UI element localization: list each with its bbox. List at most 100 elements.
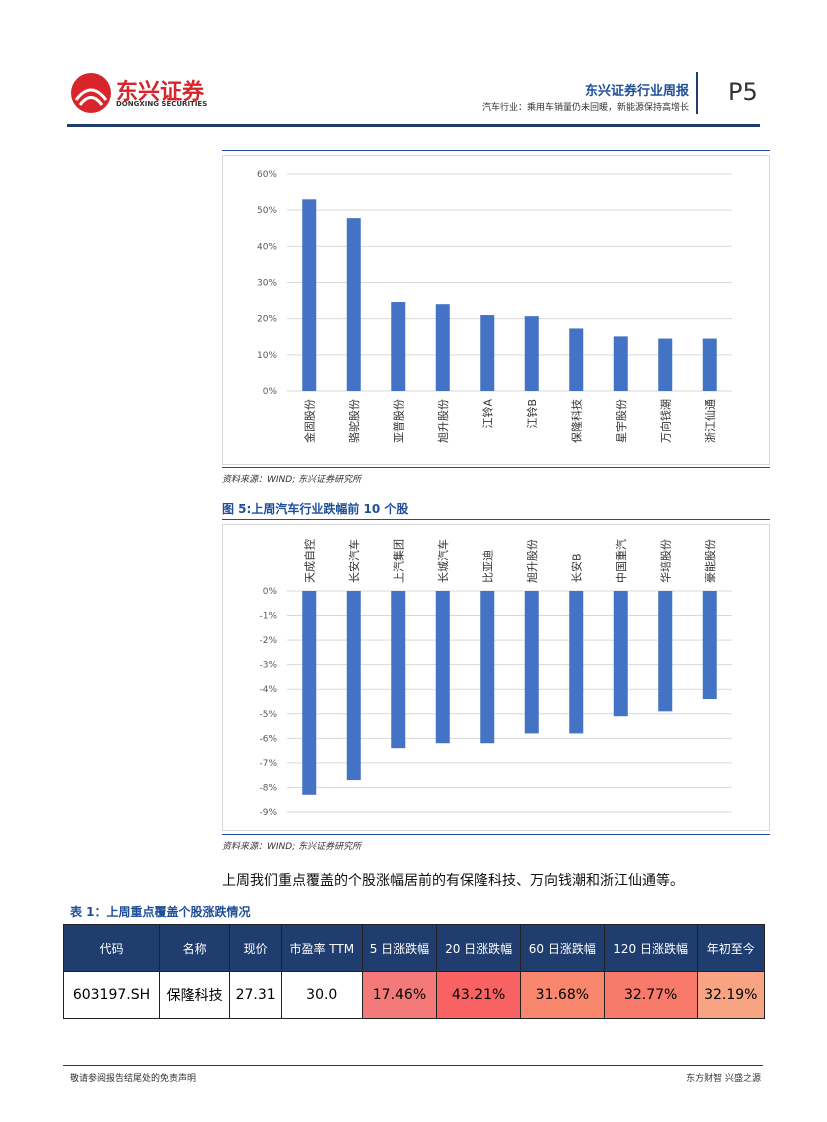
x-tick-label: 骆驼股份 [347,399,361,443]
table-cell: 保隆科技 [158,971,231,1019]
bar [702,591,717,700]
bar [391,302,406,391]
table-cell: 43.21% [436,971,521,1019]
bar [569,591,584,734]
report-subtitle: 汽车行业：乘用车销量仍未回暖，新能源保持高增长 [481,103,689,113]
bar [702,338,717,391]
y-tick-label: 0% [263,387,278,397]
table-cell: 27.31 [229,971,282,1019]
paragraph: 上周我们重点覆盖的个股涨幅居前的有保隆科技、万向钱潮和浙江仙通等。 [222,873,684,889]
x-tick-label: 旭升股份 [525,539,539,583]
chart: 0% 10% 20% 30% 40% 50% 60% 金固股份 骆驼股份 亚普股份 旭升股份 江铃A 江… [222,155,770,465]
x-tick-label: 万向钱潮 [658,399,672,443]
rule [222,519,770,520]
bar [435,591,450,744]
x-tick-label: 长安汽车 [347,539,361,583]
bar [346,218,361,391]
bar [658,591,673,712]
y-tick-label: 30% [257,279,277,289]
table-row: 603197.SH 保隆科技 27.31 30.0 17.46% 43.21% 31.68%… [63,971,766,1019]
bar [524,316,539,391]
table-cell: 20 日涨跌幅 [436,924,521,972]
rule [222,150,770,151]
footer-left: 敬请参阅报告结尾处的免责声明 [70,1074,197,1084]
x-tick-label: 豪能股份 [703,539,717,583]
page-number: P5 [728,78,758,106]
table-cell: 603197.SH [63,971,160,1019]
y-tick-label: -2% [259,636,277,646]
y-tick-label: 10% [257,351,277,361]
bar [346,591,361,781]
x-tick-label: 星宇股份 [615,399,628,443]
table-cell: 60 日涨跌幅 [519,924,605,972]
figure-title: 图 5:上周汽车行业跌幅前 10 个股 [222,502,409,516]
source: 资料来源：WIND; 东兴证券研究所 [222,475,362,485]
header-rule [67,124,760,127]
chart-border [222,524,770,831]
x-tick-label: 长安B [569,553,583,583]
bar [302,199,317,391]
table-cell: 31.68% [519,971,605,1019]
table: 代码 名称 现价 市盈率 TTM 5 日涨跌幅 20 日涨跌幅 60 日涨跌幅 120 日涨跌… [63,924,766,1019]
table-cell: 名称 [158,924,231,972]
rule [222,467,770,468]
x-tick-label: 天成自控 [302,539,316,583]
y-tick-label: -3% [259,661,277,671]
chart-border [222,155,770,465]
logo-en: DONGXING SECURITIES [116,100,208,108]
table-cell: 5 日涨跌幅 [361,924,438,972]
x-tick-label: 保隆科技 [569,399,583,443]
y-tick-label: -7% [259,759,277,769]
bar [302,591,317,795]
table-cell: 32.19% [696,971,766,1019]
table-cell: 代码 [63,924,160,972]
report-name: 东兴证券行业周报 [584,84,689,99]
table-cell: 120 日涨跌幅 [603,924,698,972]
logo-cn: 东兴证券 [116,80,205,105]
x-tick-label: 金固股份 [302,399,316,443]
y-tick-label: -9% [259,808,277,818]
y-tick-label: -5% [259,710,277,720]
table-cell: 年初至今 [696,924,766,972]
y-tick-label: 40% [257,242,277,252]
table-cell: 30.0 [280,971,363,1019]
bar [613,336,628,391]
y-tick-label: 50% [257,206,277,216]
bar [480,591,495,744]
x-tick-label: 亚普股份 [391,399,405,443]
table-title: 表 1：上周重点覆盖个股涨跌情况 [70,905,251,919]
x-tick-label: 华培股份 [658,539,672,583]
divider [696,72,698,114]
x-tick-label: 旭升股份 [436,399,450,443]
logo-icon [71,73,111,113]
bar [658,338,673,391]
table-cell: 现价 [229,924,282,972]
x-tick-label: 浙江仙通 [704,399,717,443]
bar [391,591,406,749]
y-tick-label: 0% [263,587,278,597]
bar [569,328,584,391]
source: 资料来源：WIND; 东兴证券研究所 [222,842,362,852]
y-tick-label: -1% [259,612,277,622]
bar [435,304,450,391]
x-tick-label: 上汽集团 [391,539,405,583]
x-tick-label: 江铃A [480,399,494,429]
rule [222,834,770,835]
bar [613,591,628,717]
footer-rule [63,1065,763,1066]
bar [524,591,539,734]
x-tick-label: 江铃B [525,399,539,429]
table-cell: 市盈率 TTM [280,924,363,972]
y-tick-label: -6% [259,734,277,744]
chart: 0% -1% -2% -3% -4% -5% -6% -7% -8% -9% 天成自控 长安汽车 上汽集… [222,524,770,831]
table-cell: 17.46% [361,971,438,1019]
y-tick-label: -4% [259,685,277,695]
table-cell: 32.77% [603,971,698,1019]
footer-right: 东方财智 兴盛之源 [686,1074,761,1084]
x-tick-label: 中国重汽 [614,539,628,583]
y-tick-label: 20% [257,315,277,325]
x-tick-label: 长城汽车 [436,539,450,583]
y-tick-label: 60% [257,170,277,180]
bar [480,315,495,391]
